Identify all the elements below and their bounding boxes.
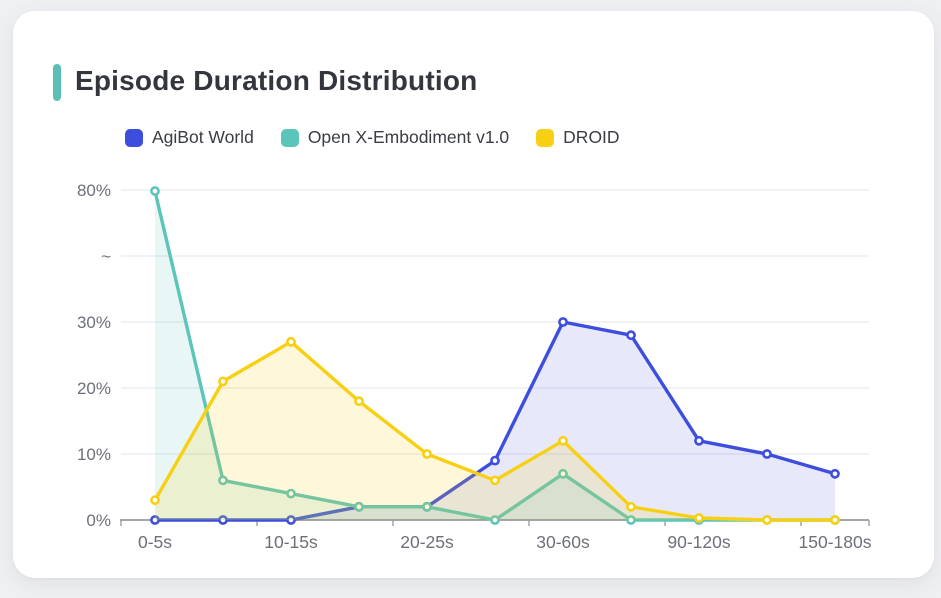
data-point-agibot-world (626, 330, 636, 341)
data-point-droid (830, 515, 840, 525)
series-area-open-x-embodiment-v1-0 (155, 191, 835, 520)
y-axis-label: 30% (77, 313, 111, 332)
data-point-agibot-world (286, 515, 296, 525)
data-point-open-x-embodiment-v1-0 (150, 186, 160, 196)
data-point-agibot-world (558, 317, 568, 327)
chart-title: Episode Duration Distribution (75, 65, 478, 96)
data-point-open-x-embodiment-v1-0 (626, 515, 636, 525)
data-point-droid (286, 336, 296, 347)
data-point-droid (558, 435, 568, 446)
legend-label: AgiBot World (152, 127, 254, 147)
data-point-open-x-embodiment-v1-0 (558, 468, 568, 479)
data-point-agibot-world (150, 515, 160, 525)
data-point-droid (490, 475, 500, 486)
y-axis-label: 80% (77, 181, 111, 200)
legend-label: DROID (563, 127, 620, 147)
y-axis-label: 10% (77, 445, 111, 464)
data-point-droid (150, 495, 160, 506)
x-axis-label: 90-120s (667, 532, 730, 552)
title-accent-bar (53, 64, 61, 101)
data-point-agibot-world (762, 449, 772, 459)
legend-swatch-droid (536, 128, 555, 147)
data-point-open-x-embodiment-v1-0 (286, 488, 296, 499)
data-point-open-x-embodiment-v1-0 (490, 515, 500, 525)
data-point-droid (218, 376, 228, 387)
data-point-droid (694, 513, 704, 523)
data-point-droid (762, 515, 772, 525)
legend-item-open-x-embodiment-v1-0[interactable]: Open X-Embodiment v1.0 (280, 127, 510, 148)
data-point-open-x-embodiment-v1-0 (422, 501, 432, 512)
legend-swatch-open-x-embodiment-v1-0 (280, 128, 299, 147)
series-area-agibot-world (155, 322, 835, 520)
data-point-agibot-world (694, 435, 704, 446)
legend: AgiBot World Open X-Embodiment v1.0 DROID (125, 127, 620, 148)
data-point-open-x-embodiment-v1-0 (218, 475, 228, 486)
legend-item-droid[interactable]: DROID (536, 127, 620, 148)
data-point-agibot-world (218, 515, 228, 525)
legend-item-agibot-world[interactable]: AgiBot World (125, 127, 254, 148)
y-axis-label: 0% (86, 511, 111, 530)
legend-label: Open X-Embodiment v1.0 (307, 127, 510, 147)
data-point-droid (626, 501, 636, 512)
x-axis-label: 20-25s (400, 532, 454, 552)
data-point-droid (422, 449, 432, 459)
y-axis-label: 20% (77, 379, 111, 398)
data-point-agibot-world (490, 455, 500, 466)
data-point-droid (354, 396, 364, 407)
data-point-open-x-embodiment-v1-0 (354, 501, 364, 512)
x-axis-label: 0-5s (138, 532, 172, 552)
y-axis-label: ~ (101, 247, 111, 266)
x-axis-label: 30-60s (536, 532, 590, 552)
x-axis-label: 150-180s (799, 532, 872, 552)
legend-swatch-agibot-world (125, 128, 143, 147)
series-area-droid (155, 341, 835, 520)
data-point-agibot-world (830, 468, 840, 479)
x-axis-label: 10-15s (264, 532, 318, 552)
